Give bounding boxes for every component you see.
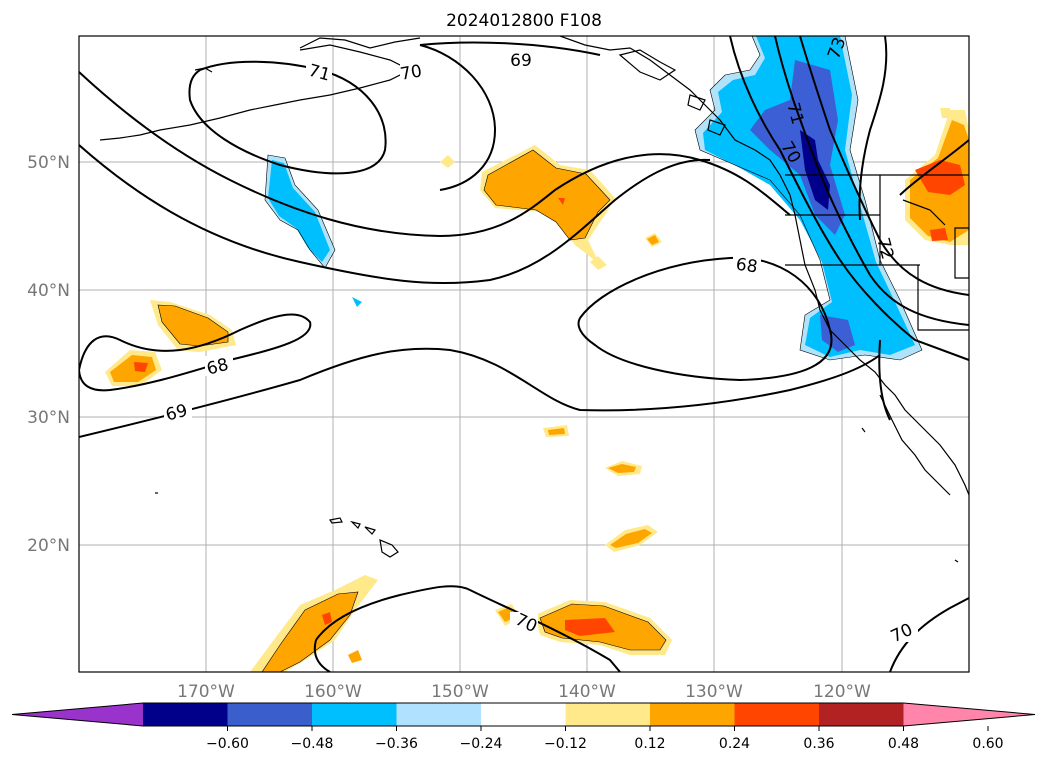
lon-label: 160°W <box>304 682 362 702</box>
colorbar-tick-label: −0.60 <box>206 736 249 752</box>
colorbar-tick-label: 0.60 <box>972 736 1003 752</box>
colorbar-segment <box>481 703 566 726</box>
height-contours <box>79 36 969 672</box>
lat-label: 20°N <box>27 536 70 556</box>
map-layers: 71 69 70 68 69 68 70 70 73 71 70 72 <box>79 36 969 672</box>
colorbar-segment <box>143 703 228 726</box>
colorbar-segment <box>227 703 313 726</box>
positive-anomaly-shading <box>105 108 969 672</box>
figure-title: 2024012800 F108 <box>446 11 602 31</box>
colorbar-segment <box>565 703 651 726</box>
shading-outlines <box>157 36 923 672</box>
lon-label: 150°W <box>431 682 489 702</box>
latitude-labels: 50°N 40°N 30°N 20°N <box>27 153 70 556</box>
contour-label: 68 <box>735 255 759 278</box>
colorbar-extend-high <box>903 703 1035 726</box>
map-frame <box>78 35 970 673</box>
colorbar-tick-label: −0.48 <box>291 736 334 752</box>
colorbar-segment <box>734 703 820 726</box>
contour-label: 70 <box>399 61 424 84</box>
colorbar-tick-label: 0.36 <box>803 736 834 752</box>
coastlines <box>99 36 969 563</box>
lon-label: 170°W <box>177 682 235 702</box>
colorbar-tick-label: 0.24 <box>719 736 750 752</box>
colorbar-segment <box>312 703 397 726</box>
colorbar-tick-label: 0.48 <box>888 736 919 752</box>
colorbar: −0.60 −0.48 −0.36 −0.24 −0.12 0.12 0.24 0.36 0.4… <box>11 702 1036 752</box>
colorbar-outline <box>11 702 1036 727</box>
contour-labels: 71 69 70 68 69 68 70 70 73 71 70 72 <box>164 36 918 647</box>
contour-label: 69 <box>510 51 532 71</box>
longitude-labels: 170°W 160°W 150°W 140°W 130°W 120°W <box>177 682 871 702</box>
colorbar-extend-low <box>12 703 143 726</box>
colorbar-segment <box>819 703 904 726</box>
lat-label: 30°N <box>27 408 70 428</box>
lon-label: 140°W <box>558 682 616 702</box>
lat-label: 40°N <box>27 281 70 301</box>
colorbar-tick-label: 0.12 <box>634 736 665 752</box>
colorbar-tick-label: −0.24 <box>460 736 503 752</box>
colorbar-segment <box>650 703 735 726</box>
lat-label: 50°N <box>27 153 70 173</box>
colorbar-tick-label: −0.36 <box>375 736 418 752</box>
lon-label: 130°W <box>685 682 743 702</box>
colorbar-segment <box>396 703 482 726</box>
lon-label: 120°W <box>813 682 871 702</box>
colorbar-tick-label: −0.12 <box>544 736 587 752</box>
